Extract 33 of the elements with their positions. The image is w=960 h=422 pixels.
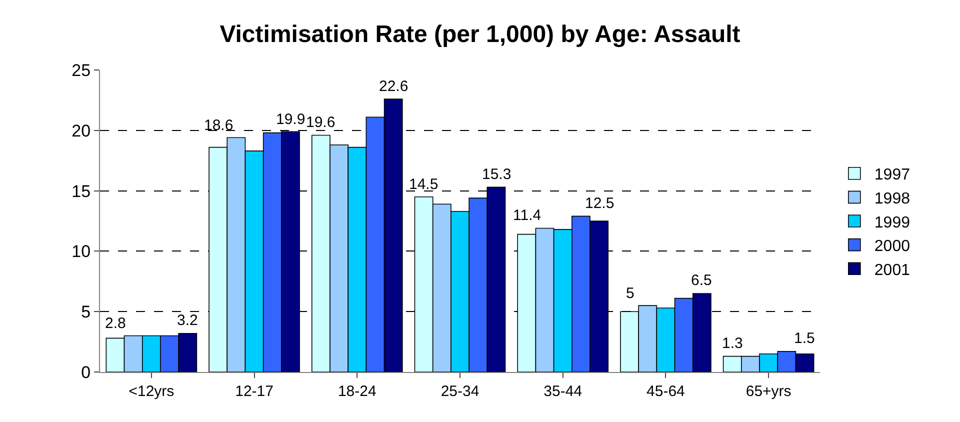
data-label: 12.5 (585, 195, 614, 212)
x-tick-label: 65+yrs (746, 383, 792, 400)
data-label: 1.3 (722, 335, 743, 352)
x-tick-label: 25-34 (440, 383, 480, 400)
data-label: 1.5 (794, 330, 815, 347)
data-label: 19.9 (276, 111, 306, 128)
chart-title: Victimisation Rate (per 1,000) by Age: Assault (220, 21, 740, 48)
data-label: 22.6 (379, 78, 408, 95)
data-label: 11.4 (513, 207, 542, 224)
legend-label: 1997 (874, 166, 910, 184)
y-tick-label: 25 (72, 60, 91, 80)
legend-label: 1998 (874, 190, 910, 208)
legend-label: 2000 (874, 238, 910, 256)
data-label: 14.5 (409, 176, 438, 193)
x-tick-label: 45-64 (646, 383, 685, 400)
y-tick-label: 5 (81, 302, 91, 322)
y-tick-label: 20 (72, 121, 91, 140)
data-label: 5 (626, 285, 634, 302)
y-tick-label: 10 (72, 242, 91, 262)
x-tick-label: <12yrs (128, 383, 174, 400)
x-tick-label: 18-24 (338, 383, 376, 400)
data-label: 3.2 (177, 312, 198, 329)
x-tick-label: 35-44 (544, 383, 582, 400)
data-label: 2.8 (105, 315, 126, 332)
data-label: 18.6 (204, 117, 234, 134)
legend-label: 1999 (874, 214, 910, 232)
y-tick-label: 0 (81, 362, 91, 382)
data-label: 15.3 (482, 166, 512, 183)
legend-label: 2001 (874, 262, 910, 279)
data-label: 19.6 (306, 114, 336, 131)
x-tick-label: 12-17 (235, 383, 274, 400)
data-label: 6.5 (691, 272, 712, 289)
y-tick-label: 15 (72, 182, 91, 201)
